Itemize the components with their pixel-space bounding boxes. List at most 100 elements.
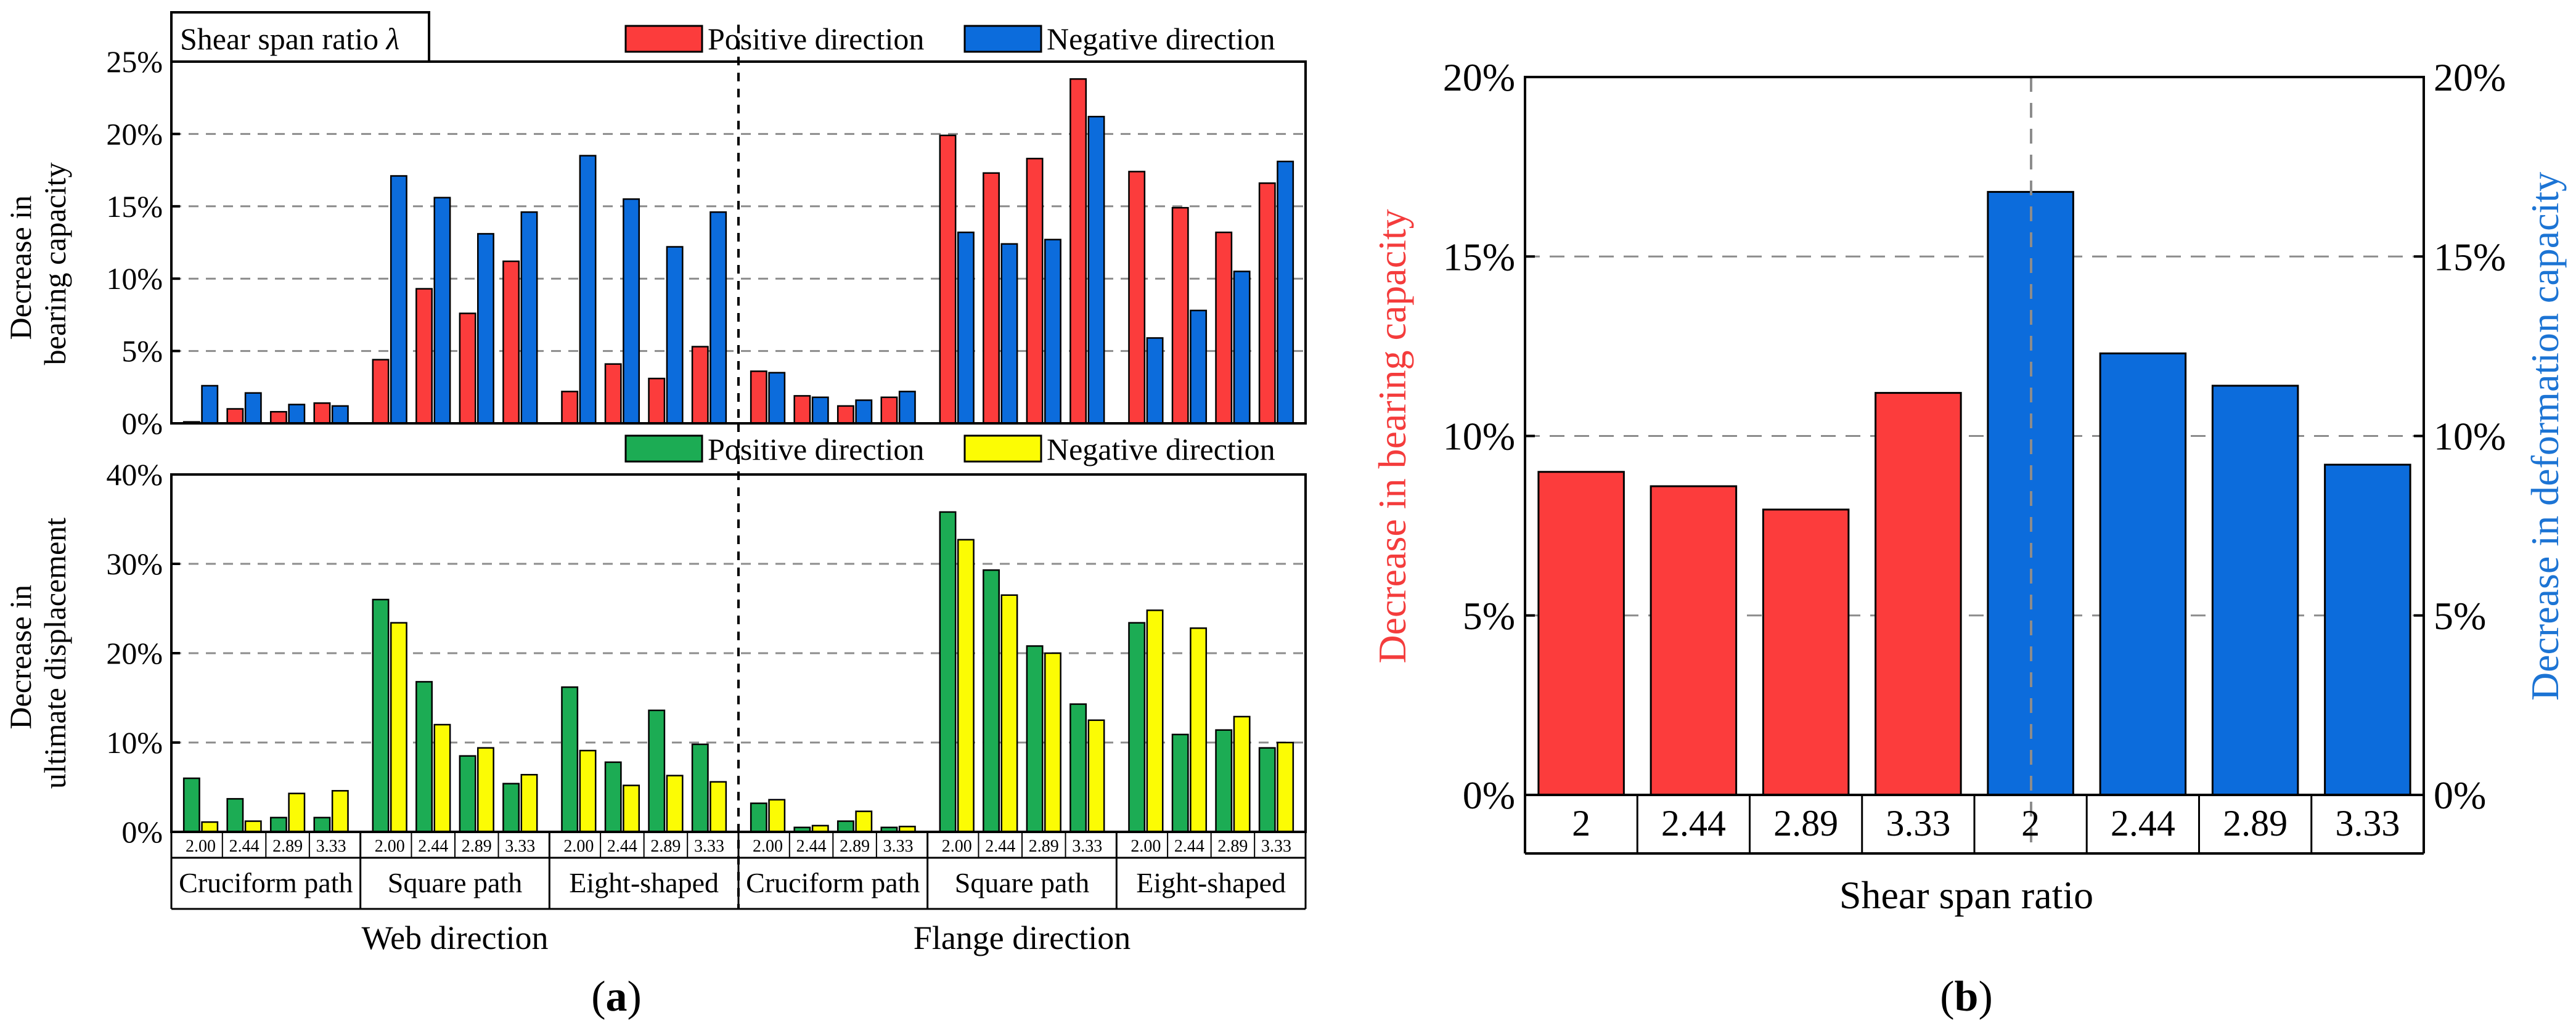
x-tick-label: 2.44 [796, 837, 827, 856]
y-tick-label-left: 0% [1463, 773, 1515, 817]
bars [182, 511, 1294, 833]
x-tick-label: 2.44 [607, 837, 637, 856]
chart-a-top: 0% 5% 10% 15% 20% 25% Shear span ratio λ Posi… [3, 11, 1307, 441]
bar [288, 404, 306, 425]
bar [836, 405, 854, 425]
bar [1026, 645, 1044, 833]
bar [604, 761, 622, 833]
legend-swatch-negative [963, 25, 1042, 53]
direction-label-web: Web direction [361, 919, 548, 956]
box-label-frame [170, 11, 430, 63]
bar [691, 743, 709, 833]
bar [372, 359, 390, 425]
legend: Positive direction Negative direction [624, 432, 1275, 466]
bar [244, 392, 262, 425]
bar [390, 175, 407, 425]
bar [666, 775, 684, 833]
bar [666, 246, 684, 425]
x-tick-label: 2.44 [229, 837, 260, 856]
group-label: Eight-shaped [569, 867, 719, 898]
bar [579, 155, 597, 425]
bar [226, 798, 244, 833]
bar [957, 539, 975, 833]
y-ticks: 0% 5% 10% 15% 20% 25% [106, 44, 180, 441]
chart-a-bottom: 0% 10% 20% 30% 40% Positive direction Negati… [3, 423, 1307, 956]
group-label: Cruciform path [746, 867, 920, 898]
x-tick-label: 2.00 [1131, 837, 1161, 856]
y-ticks-left: 0% 5% 10% 15% 20% [1443, 55, 1535, 817]
x-tick-label: 3.33 [1072, 837, 1102, 856]
y-ticks-right: 0% 5% 10% 15% 20% [2414, 55, 2506, 817]
bar [2211, 385, 2299, 796]
bar [648, 377, 666, 425]
bar [477, 747, 494, 833]
y-tick-label: 40% [106, 457, 163, 492]
bar [1762, 508, 1850, 796]
y-tick-label-right: 10% [2434, 415, 2506, 458]
x-tick-label: 2.89 [2223, 803, 2288, 844]
legend-label-negative: Negative direction [1047, 22, 1275, 56]
bar [623, 198, 640, 425]
y-tick-label: 10% [106, 261, 163, 296]
bar [313, 402, 331, 425]
y-tick-label-left: 20% [1443, 55, 1515, 99]
legend-label-positive: Positive direction [708, 432, 924, 466]
bar [201, 385, 219, 425]
bar [604, 363, 622, 425]
box-label: Shear span ratio λ [180, 22, 399, 56]
bar [313, 816, 331, 833]
y-tick-label-right: 20% [2434, 55, 2506, 99]
bar [201, 821, 219, 833]
y-tick-label: 0% [121, 815, 163, 849]
bar [477, 233, 494, 425]
panel-label-b: (b) [1940, 973, 1993, 1020]
x-tick-label: 2.89 [272, 837, 303, 856]
legend: Positive direction Negative direction [624, 22, 1275, 56]
bar [709, 211, 727, 425]
bar [459, 312, 476, 425]
bar [793, 395, 811, 425]
x-axis-label: Shear span ratio [1839, 873, 2093, 917]
y-tick-label: 30% [106, 547, 163, 581]
y-ticks: 0% 10% 20% 30% 40% [106, 457, 180, 849]
y-axis-label: Decrease in ultimate displacement [3, 518, 72, 789]
x-tick-label: 2.00 [375, 837, 405, 856]
x-tick-label: 3.33 [316, 837, 346, 856]
bar [269, 410, 287, 425]
x-tick-label: 3.33 [2335, 803, 2400, 844]
bar [459, 755, 476, 833]
bar [1190, 309, 1208, 425]
group-label: Square path [388, 867, 522, 898]
y-tick-label-right: 5% [2434, 594, 2486, 638]
bar [561, 686, 579, 833]
bar [1650, 485, 1738, 796]
x-tick-label: 3.33 [1261, 837, 1291, 856]
bar [1875, 392, 1962, 796]
chart-b: 0% 5% 10% 15% 20% 0% 5% 10% 15% 20% 2 2.44 2.89 3.3… [1370, 55, 2567, 917]
x-tick-label: 3.33 [883, 837, 914, 856]
bar [855, 399, 873, 425]
bar [1171, 733, 1189, 833]
bar [1128, 171, 1146, 425]
x-tick-label: 2.44 [985, 837, 1015, 856]
bar [415, 681, 433, 833]
bar [1171, 206, 1189, 425]
legend-swatch-positive [624, 25, 703, 53]
y-tick-label-left: 10% [1443, 415, 1515, 458]
bar [855, 810, 873, 833]
x-axis-table: 2.00 2.44 2.89 3.33 2.00 2.44 2.89 3.33 2.00 2.44… [170, 832, 1307, 910]
x-tick-label: 2.44 [2111, 803, 2175, 844]
y-tick-label-right: 0% [2434, 773, 2486, 817]
x-tick-label: 2.00 [753, 837, 783, 856]
bar [1258, 182, 1276, 425]
x-axis-table: 2 2.44 2.89 3.33 2 2.44 2.89 3.33 [1524, 795, 2425, 855]
bar [2099, 352, 2187, 796]
bar [561, 391, 579, 425]
bar [1000, 594, 1018, 833]
x-tick-label: 2 [2021, 803, 2040, 844]
x-tick-label: 2.89 [840, 837, 870, 856]
y-tick-label: 5% [121, 334, 163, 368]
bar [957, 231, 975, 425]
bar [1233, 715, 1251, 833]
